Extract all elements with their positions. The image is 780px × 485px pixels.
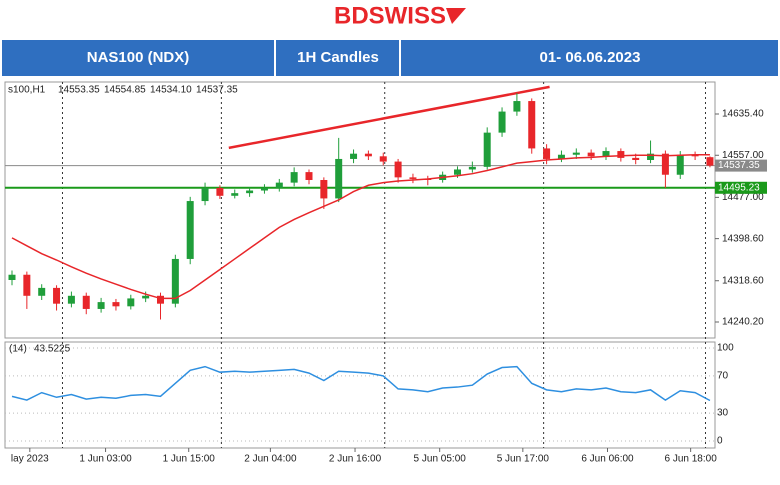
level-tag: [715, 159, 767, 172]
y-tick-label: 14477.00: [722, 192, 764, 203]
rsi-panel: [4, 341, 716, 449]
level-label: 14537.35: [718, 160, 760, 171]
y-tick-label: 14557.00: [722, 150, 764, 161]
logo: BDSWISS: [334, 2, 446, 29]
rsi-tick-label: 30: [717, 408, 729, 419]
rsi-tick-label: 100: [717, 343, 734, 354]
candle-body: [632, 157, 640, 160]
candle-body: [409, 177, 417, 179]
candle-body: [67, 295, 75, 304]
header-cell: 01- 06.06.2023: [540, 49, 641, 66]
candle-body: [171, 258, 179, 304]
candle-body: [216, 187, 224, 196]
rsi-line: [11, 365, 711, 402]
candle-body: [231, 193, 239, 196]
rsi-value: 43.5225: [34, 344, 71, 355]
y-tick-label: 14318.60: [722, 275, 764, 286]
candle-body: [112, 302, 120, 307]
x-tick-label: 1 Jun 15:00: [163, 454, 216, 465]
candle-body: [557, 154, 565, 159]
candle-body: [617, 151, 625, 158]
header-cell: NAS100 (NDX): [87, 49, 190, 66]
x-tick-label: 2 Jun 16:00: [329, 454, 382, 465]
candle-body: [157, 295, 164, 304]
y-tick-label: 14240.20: [722, 317, 764, 328]
candle-body: [53, 287, 61, 304]
y-tick-label: 14635.40: [722, 109, 764, 120]
level-tag: [715, 181, 767, 194]
candle-body: [543, 148, 551, 159]
candle-body: [483, 132, 491, 167]
ohlc-label: 14537.35: [196, 85, 238, 96]
rsi-tick-label: 70: [717, 371, 729, 382]
x-tick-label: 6 Jun 18:00: [665, 454, 718, 465]
candle-body: [394, 161, 402, 178]
candle-body: [454, 169, 461, 175]
candle-body: [246, 190, 254, 194]
symbol-label: s100,H1: [8, 85, 46, 96]
price-panel: [4, 81, 716, 339]
candle-body: [602, 151, 610, 157]
candle-body: [127, 298, 135, 307]
ohlc-label: 14554.85: [104, 85, 146, 96]
candle-body: [647, 153, 655, 160]
candle-body: [305, 172, 313, 180]
candle-body: [97, 302, 105, 309]
x-tick-label: 6 Jun 06:00: [581, 454, 634, 465]
y-tick-label: 14398.60: [722, 233, 764, 244]
candle-body: [572, 152, 580, 155]
candle-body: [335, 158, 343, 199]
trendline: [228, 85, 550, 150]
candle-body: [275, 182, 283, 188]
candle-body: [201, 187, 209, 202]
moving-average: [11, 153, 710, 300]
logo-arrow: [446, 8, 466, 24]
ohlc-label: 14534.10: [150, 85, 192, 96]
candle-body: [186, 201, 194, 259]
candle-body: [676, 154, 684, 175]
candle-body: [498, 111, 506, 133]
candle-body: [350, 153, 358, 159]
candle-body: [691, 154, 699, 157]
candle-body: [142, 295, 150, 299]
header-cell: 1H Candles: [297, 49, 379, 66]
candle-body: [82, 295, 90, 309]
header-bar: [2, 40, 778, 76]
candle-body: [364, 153, 372, 157]
x-tick-label: lay 2023: [11, 454, 49, 465]
candle-body: [587, 152, 595, 157]
candle-body: [290, 172, 298, 183]
candle-body: [23, 274, 31, 296]
level-label: 14495.23: [718, 182, 760, 193]
candle-body: [38, 287, 46, 296]
candle-body: [260, 187, 268, 191]
rsi-tick-label: 0: [717, 436, 723, 447]
rsi-label: (14): [9, 344, 27, 355]
x-tick-label: 5 Jun 05:00: [414, 454, 467, 465]
candle-body: [379, 156, 387, 162]
x-tick-label: 2 Jun 04:00: [244, 454, 297, 465]
x-tick-label: 5 Jun 17:00: [497, 454, 550, 465]
candle-body: [661, 153, 669, 175]
candle-body: [528, 101, 536, 149]
candle-body: [8, 274, 16, 280]
candle-body: [320, 180, 328, 199]
candle-body: [706, 157, 714, 166]
candle-body: [513, 101, 521, 112]
candle-body: [468, 166, 476, 170]
x-tick-label: 1 Jun 03:00: [79, 454, 132, 465]
ohlc-label: 14553.35: [58, 85, 100, 96]
